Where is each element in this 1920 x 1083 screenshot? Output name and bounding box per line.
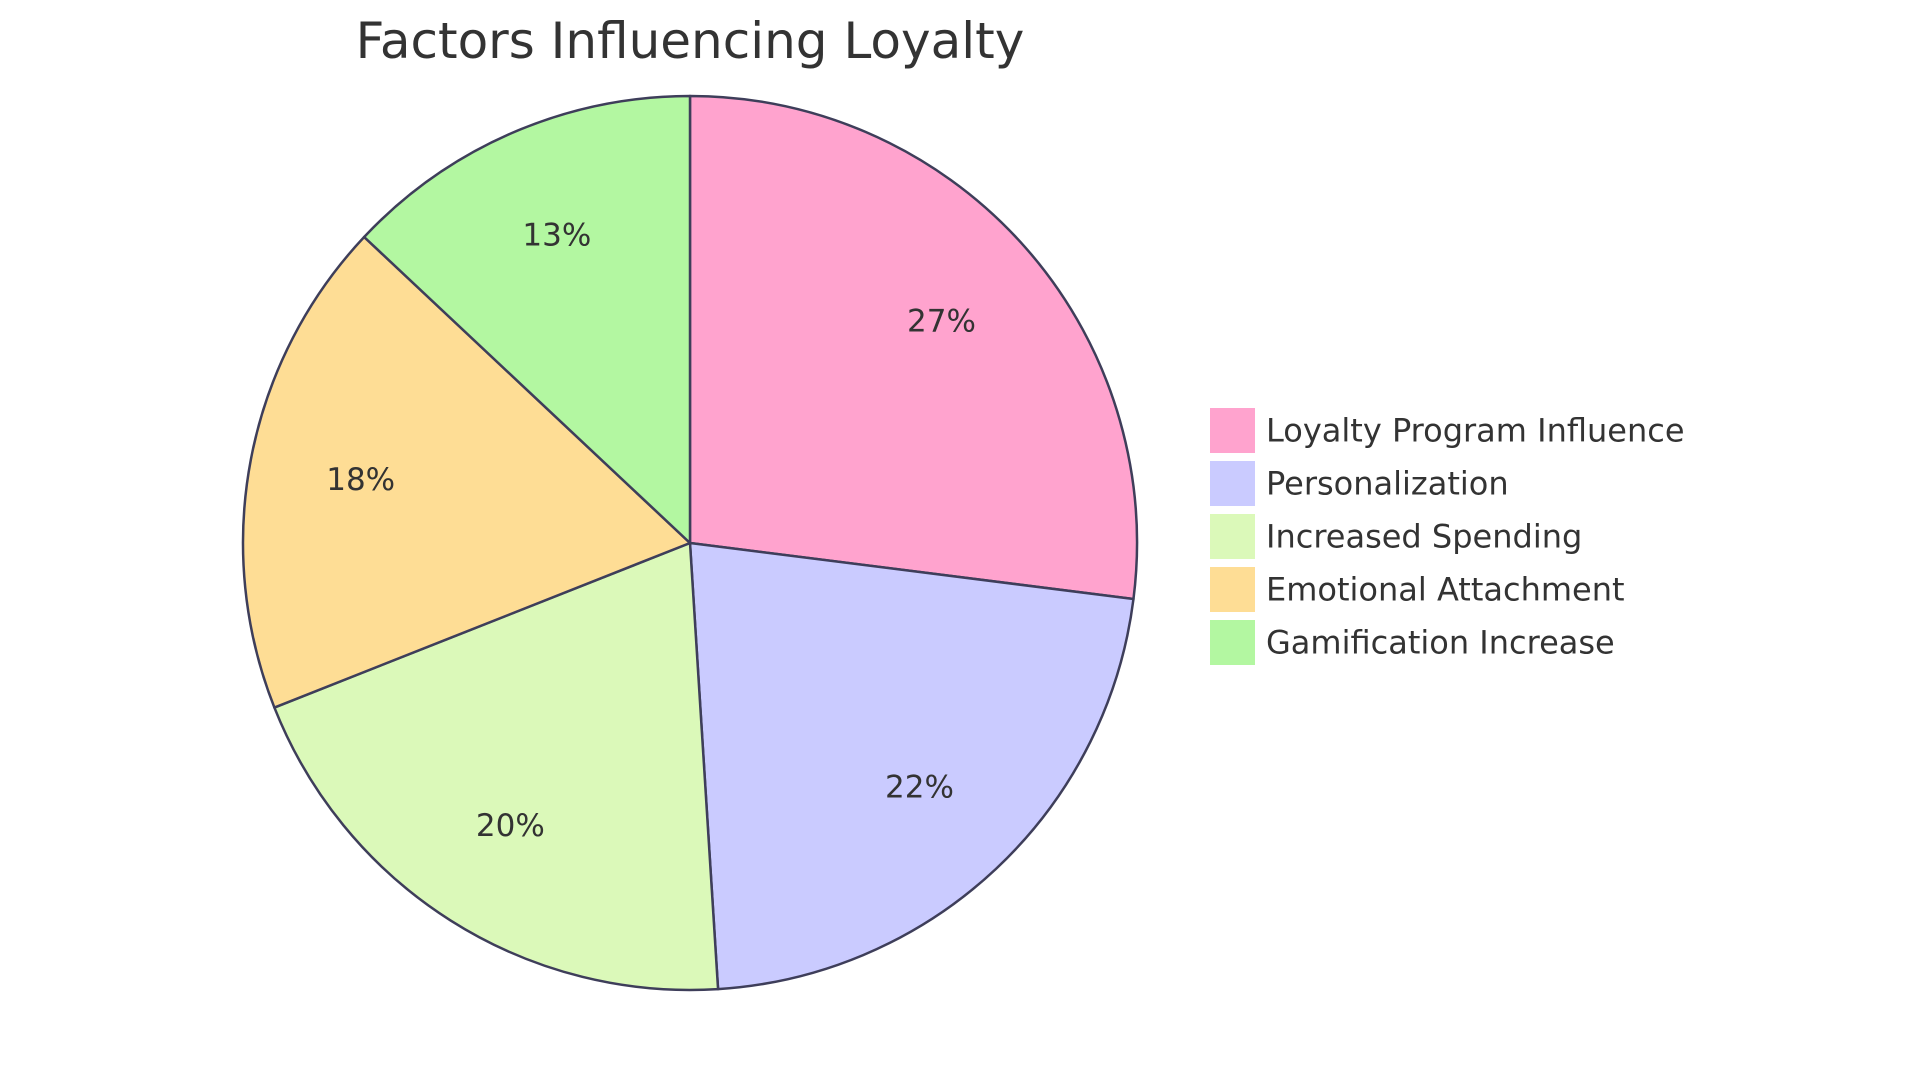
- legend-label-loyalty-program-influence: Loyalty Program Influence: [1266, 412, 1685, 450]
- legend-swatch-increased-spending: [1210, 514, 1255, 559]
- pie-slice-emotional-attachment: [241, 235, 692, 709]
- legend-label-increased-spending: Increased Spending: [1266, 518, 1582, 556]
- legend-swatch-personalization: [1210, 461, 1255, 506]
- legend-swatch-gamification-increase: [1210, 620, 1255, 665]
- slice-label-gamification-increase: 13%: [522, 217, 591, 253]
- legend-swatch-loyalty-program-influence: [1210, 408, 1255, 453]
- pie-slice-loyalty-program-influence: [688, 94, 1139, 601]
- pie-slices: [241, 94, 1139, 992]
- legend: Loyalty Program Influence Personalization…: [1210, 408, 1685, 665]
- chart-title: Factors Influencing Loyalty: [356, 12, 1025, 70]
- legend-label-emotional-attachment: Emotional Attachment: [1266, 571, 1625, 609]
- pie-slice-gamification-increase: [362, 94, 692, 545]
- legend-label-personalization: Personalization: [1266, 465, 1509, 503]
- legend-swatch-emotional-attachment: [1210, 567, 1255, 612]
- pie-slice-increased-spending: [273, 541, 720, 992]
- legend-label-gamification-increase: Gamification Increase: [1266, 624, 1615, 662]
- slice-label-personalization: 22%: [885, 769, 954, 805]
- slice-label-loyalty-program-influence: 27%: [907, 303, 976, 339]
- slice-label-increased-spending: 20%: [476, 808, 545, 844]
- pie-slice-personalization: [688, 541, 1135, 991]
- pie-slice-labels: 27% 22% 20% 18% 13%: [326, 217, 976, 844]
- slice-label-emotional-attachment: 18%: [326, 462, 395, 498]
